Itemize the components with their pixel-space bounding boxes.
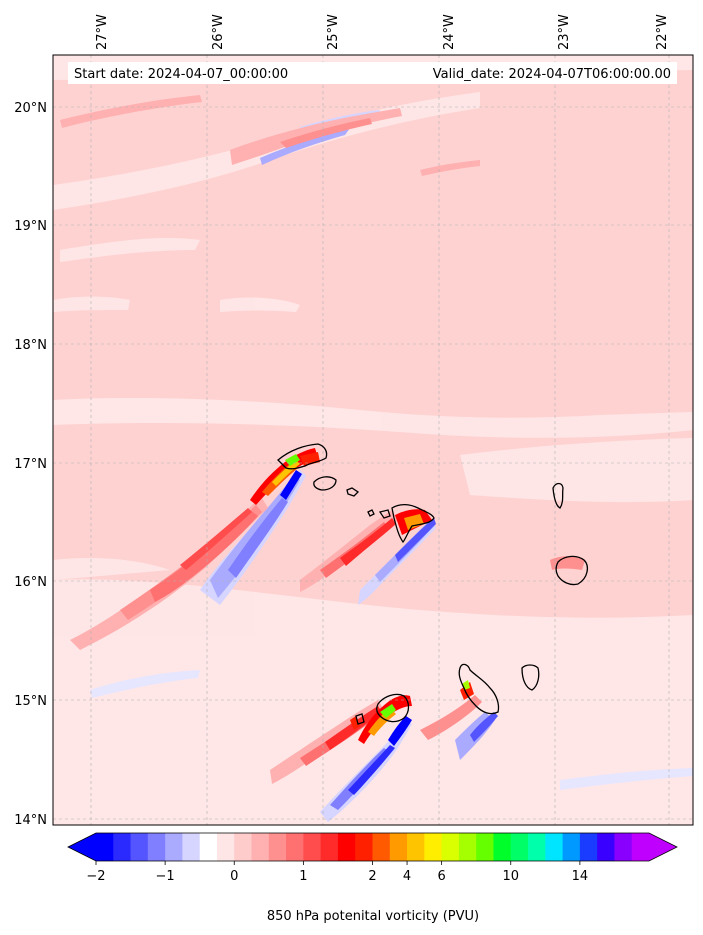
lat-label-14n: 14°N bbox=[14, 813, 47, 828]
santa-luzia-island bbox=[346, 487, 360, 497]
colorbar-segment bbox=[528, 833, 546, 861]
colorbar-tick-label: 14 bbox=[572, 869, 589, 884]
colorbar-extend-low bbox=[68, 833, 96, 861]
colorbar-segment bbox=[493, 833, 512, 861]
colorbar-segment bbox=[510, 833, 529, 861]
date-banner bbox=[68, 62, 677, 84]
colorbar-tick-label: 6 bbox=[437, 869, 445, 884]
colorbar-label: 850 hPa potenital vorticity (PVU) bbox=[267, 909, 479, 924]
map-field bbox=[53, 55, 693, 825]
brava-island bbox=[355, 713, 365, 725]
colorbar-segment bbox=[458, 833, 477, 861]
colorbar-segment bbox=[199, 833, 218, 861]
colorbar-segment bbox=[407, 833, 425, 861]
colorbar-segment bbox=[96, 833, 114, 861]
pv-strong-cores bbox=[250, 448, 474, 744]
lat-label-15n: 15°N bbox=[14, 694, 47, 709]
colorbar-segment bbox=[165, 833, 183, 861]
colorbar-segment bbox=[545, 833, 564, 861]
sao-vicente-island bbox=[313, 476, 337, 491]
sao-nicolau-island bbox=[391, 503, 435, 544]
colorbar-segment bbox=[441, 833, 460, 861]
colorbar-segment bbox=[372, 833, 391, 861]
colorbar-tick-label: 2 bbox=[368, 869, 376, 884]
colorbar-segment bbox=[216, 833, 235, 861]
boa-vista-island bbox=[555, 555, 589, 586]
coastlines bbox=[277, 443, 589, 725]
map-frame bbox=[52, 54, 694, 826]
valid-date-label: Valid_date: 2024-04-07T06:00:00.00 bbox=[433, 67, 671, 82]
sal-island bbox=[552, 482, 564, 509]
latitude-labels: 20°N 19°N 18°N 17°N 16°N 15°N 14°N bbox=[14, 101, 47, 828]
pv-negative-streaks bbox=[90, 110, 693, 822]
maio-island bbox=[521, 664, 540, 691]
colorbar-tick-label: 1 bbox=[299, 869, 307, 884]
longitude-labels: 27°W 26°W 25°W 24°W 23°W 22°W bbox=[95, 14, 670, 50]
santo-antao-island bbox=[277, 443, 328, 470]
colorbar-tick-label: −1 bbox=[156, 869, 175, 884]
colorbar-tick-label: 4 bbox=[403, 869, 411, 884]
colorbar-tick-label: 10 bbox=[502, 869, 519, 884]
lat-label-17n: 17°N bbox=[14, 457, 47, 472]
colorbar-segment bbox=[614, 833, 633, 861]
colorbar-segment bbox=[579, 833, 598, 861]
graticule bbox=[53, 55, 693, 825]
lon-label-27w: 27°W bbox=[95, 14, 110, 50]
colorbar-segment bbox=[130, 833, 149, 861]
fogo-island bbox=[376, 693, 410, 723]
colorbar-segment bbox=[476, 833, 494, 861]
lat-label-19n: 19°N bbox=[14, 219, 47, 234]
lon-label-25w: 25°W bbox=[326, 14, 341, 50]
colorbar-segment bbox=[147, 833, 166, 861]
colorbar-segment bbox=[234, 833, 253, 861]
colorbar-segments bbox=[96, 833, 650, 861]
colorbar-extend-high bbox=[649, 833, 677, 861]
lon-label-22w: 22°W bbox=[655, 14, 670, 50]
colorbar-segment bbox=[182, 833, 201, 861]
colorbar: −2 −1 0 1 2 4 6 10 14 850 hPa potenital vorticit… bbox=[67, 832, 678, 924]
lat-label-20n: 20°N bbox=[14, 101, 47, 116]
colorbar-segment bbox=[337, 833, 356, 861]
colorbar-tick-label: −2 bbox=[86, 869, 105, 884]
colorbar-segment bbox=[562, 833, 581, 861]
colorbar-segment bbox=[355, 833, 373, 861]
lat-label-16n: 16°N bbox=[14, 575, 47, 590]
start-date-label: Start date: 2024-04-07_00:00:00 bbox=[74, 67, 288, 82]
colorbar-segment bbox=[251, 833, 270, 861]
lon-label-24w: 24°W bbox=[442, 14, 457, 50]
colorbar-tick-label: 0 bbox=[230, 869, 238, 884]
lat-label-18n: 18°N bbox=[14, 338, 47, 353]
colorbar-segment bbox=[631, 833, 650, 861]
lon-label-26w: 26°W bbox=[211, 14, 226, 50]
colorbar-segment bbox=[597, 833, 615, 861]
colorbar-segment bbox=[268, 833, 287, 861]
colorbar-segment bbox=[113, 833, 132, 861]
branco-islet bbox=[367, 509, 375, 517]
santiago-island bbox=[458, 663, 500, 715]
colorbar-segment bbox=[320, 833, 339, 861]
colorbar-segment bbox=[424, 833, 443, 861]
colorbar-segment bbox=[303, 833, 322, 861]
lon-label-23w: 23°W bbox=[557, 14, 572, 50]
colorbar-segment bbox=[389, 833, 408, 861]
colorbar-segment bbox=[286, 833, 304, 861]
raso-islet bbox=[378, 509, 391, 519]
colorbar-ticks: −2 −1 0 1 2 4 6 10 14 bbox=[86, 861, 588, 884]
